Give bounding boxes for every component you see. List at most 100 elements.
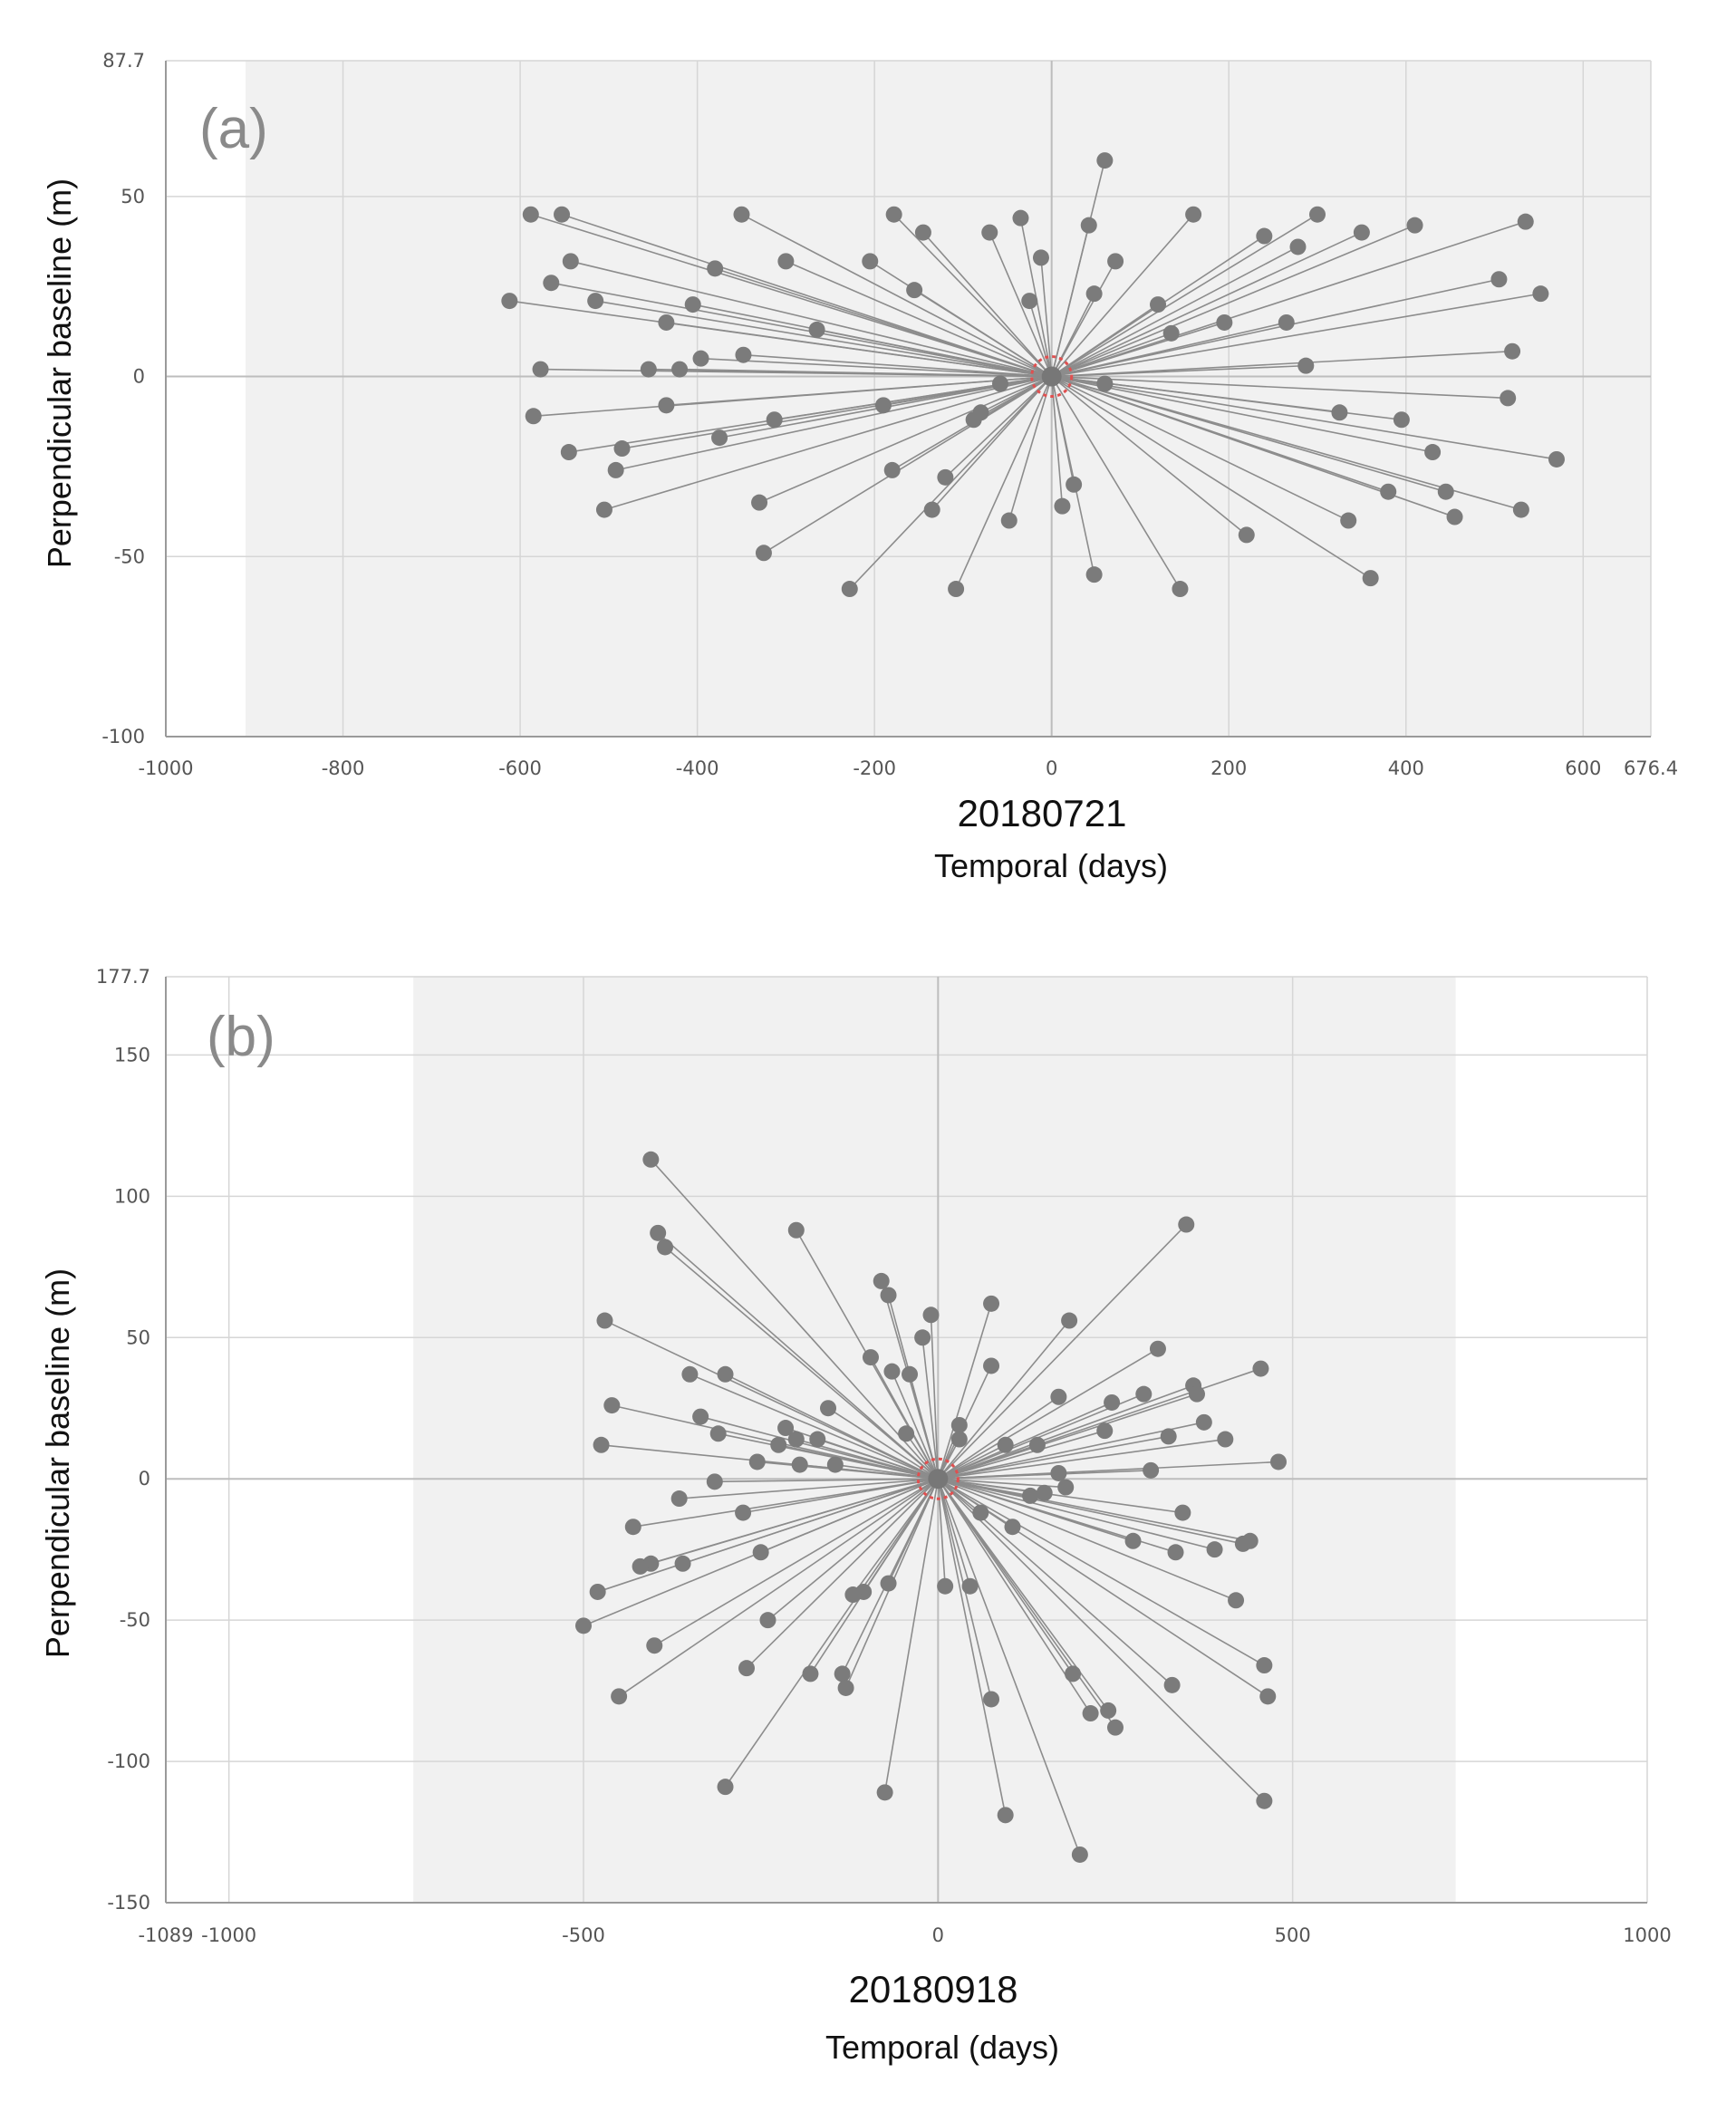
panel-b-acquisition-point: [603, 1397, 621, 1414]
panel-a-baseline-line: [595, 300, 1052, 378]
panel-a-acquisition-point: [862, 253, 879, 270]
panel-b-baseline-line: [937, 1479, 1007, 1816]
panel-b-baseline-line: [938, 1478, 1250, 1542]
panel-b-baseline-line: [937, 1478, 1265, 1666]
panel-a-acquisition-point: [1021, 293, 1038, 310]
panel-a-x-tick-label: 600: [1565, 757, 1601, 779]
panel-a-acquisition-point: [607, 461, 624, 478]
panel-b-y-axis-label: Perpendicular baseline (m): [39, 1268, 76, 1658]
panel-a-acquisition-point: [755, 545, 772, 562]
panel-b-acquisition-point: [787, 1221, 805, 1239]
panel-a-x-tick-label: -400: [676, 757, 719, 779]
panel-a-y-axis-label: Perpendicular baseline (m): [41, 178, 78, 568]
panel-a-acquisition-point: [735, 346, 752, 363]
panel-a-acquisition-point: [560, 444, 577, 461]
panel-a-y-tick-label: 87.7: [102, 50, 145, 72]
panel-a-acquisition-point: [587, 293, 604, 310]
panel-a-acquisition-point: [1331, 404, 1348, 421]
panel-b-baseline-line: [938, 1393, 1198, 1480]
panel-b-baseline-line: [657, 1232, 939, 1480]
panel-a-baseline-line: [931, 376, 1053, 511]
panel-b-baseline-line: [714, 1478, 939, 1483]
panel-a-acquisition-point: [1437, 483, 1454, 500]
panel-a-baseline-line: [980, 375, 1053, 414]
panel-a-baseline-line: [714, 267, 1052, 378]
panel-b-baseline-line: [891, 1371, 940, 1480]
panel-a-acquisition-point: [906, 282, 923, 299]
panel-b-acquisition-point: [692, 1408, 709, 1425]
panel-a-acquisition-point: [972, 404, 989, 421]
panel-b-acquisition-point: [834, 1665, 851, 1683]
panel-b-acquisition-point: [787, 1431, 805, 1448]
panel-a-baseline-line: [1051, 322, 1225, 378]
panel-b-acquisition-point: [997, 1436, 1014, 1453]
panel-a-reference-point: [1041, 366, 1062, 387]
panel-b-acquisition-point: [1061, 1312, 1078, 1329]
panel-a-baseline-line: [1051, 375, 1248, 536]
panel-a-x-tick-label: -600: [498, 757, 542, 779]
panel-b-y-tick-label: 150: [114, 1044, 150, 1065]
panel-b-reference-point: [928, 1469, 949, 1490]
panel-a-acquisition-point: [501, 293, 518, 310]
panel-b-baseline-line: [778, 1443, 939, 1480]
panel-b-acquisition-point: [1036, 1484, 1053, 1501]
panel-a-acquisition-point: [525, 408, 542, 425]
panel-b-acquisition-point: [706, 1473, 723, 1490]
panel-b-baseline-line: [725, 1374, 939, 1480]
panel-a-baseline-line: [1051, 375, 1433, 453]
panel-b-acquisition-point: [1149, 1340, 1166, 1357]
panel-a-baseline-line: [666, 322, 1052, 378]
panel-b-acquisition-point: [950, 1431, 968, 1448]
panel-a-baseline-line: [603, 375, 1052, 511]
panel-b-y-tick-label: -150: [107, 1892, 150, 1914]
panel-a-baseline-line: [1040, 257, 1053, 377]
panel-b-acquisition-point: [1178, 1216, 1195, 1233]
panel-a-baseline-line: [1051, 224, 1415, 378]
panel-a-acquisition-point: [883, 461, 901, 478]
panel-a-acquisition-point: [1308, 206, 1326, 223]
panel-a-acquisition-point: [671, 361, 689, 378]
panel-b-acquisition-point: [837, 1679, 854, 1696]
panel-a-baseline-line: [989, 232, 1053, 377]
panel-a-acquisition-point: [532, 361, 549, 378]
panel-b-acquisition-point: [876, 1784, 893, 1801]
panel-b-acquisition-point: [1252, 1360, 1269, 1377]
panel-b-acquisition-point: [611, 1688, 628, 1705]
panel-a-acquisition-point: [1032, 249, 1049, 266]
panel-a-acquisition-point: [948, 581, 965, 598]
panel-a-baseline-line: [1051, 375, 1558, 460]
panel-a-acquisition-point: [1446, 508, 1463, 526]
panel-b-date-label: 20180918: [849, 1968, 1018, 2010]
panel-b-acquisition-point: [1217, 1431, 1234, 1448]
panel-b-shaded-region: [413, 977, 1456, 1903]
panel-b-baseline-line: [921, 1337, 940, 1480]
panel-b-baseline-line: [679, 1478, 939, 1499]
panel-a-acquisition-point: [1012, 209, 1029, 227]
panel-b-acquisition-point: [650, 1224, 667, 1241]
panel-b-acquisition-point: [844, 1586, 862, 1604]
panel-a-baseline-line: [893, 214, 1053, 378]
panel-b-baseline-line: [938, 1422, 1204, 1480]
panel-a-acquisition-point: [1340, 512, 1357, 529]
panel-b-baseline-line: [938, 1430, 1105, 1480]
panel-b-baseline-line: [650, 1159, 939, 1480]
panel-a-reference-ring: [1030, 355, 1074, 399]
panel-b-acquisition-point: [1104, 1393, 1121, 1411]
panel-b-acquisition-point: [1096, 1422, 1114, 1440]
panel-b-label: (b): [207, 1006, 275, 1068]
panel-a-acquisition-point: [692, 350, 709, 367]
panel-a-baseline-line: [743, 353, 1052, 378]
panel-a-x-tick-label: -800: [322, 757, 365, 779]
panel-a-date-label: 20180721: [958, 792, 1127, 834]
panel-b-acquisition-point: [862, 1349, 879, 1366]
panel-a-baseline-line: [680, 368, 1052, 378]
panel-a-plot: -1000 -800 -600 -400 -200 0 200 400 600 676.4-100…: [101, 50, 1678, 779]
panel-b-acquisition-point: [914, 1329, 931, 1346]
panel-a-baseline-line: [955, 376, 1053, 590]
panel-b-acquisition-point: [596, 1312, 613, 1329]
panel-a-acquisition-point: [1512, 501, 1529, 518]
panel-b-baseline-line: [937, 1479, 946, 1586]
panel-a-acquisition-point: [1517, 213, 1534, 230]
panel-a-acquisition-point: [981, 224, 998, 241]
panel-b-acquisition-point: [709, 1425, 727, 1442]
